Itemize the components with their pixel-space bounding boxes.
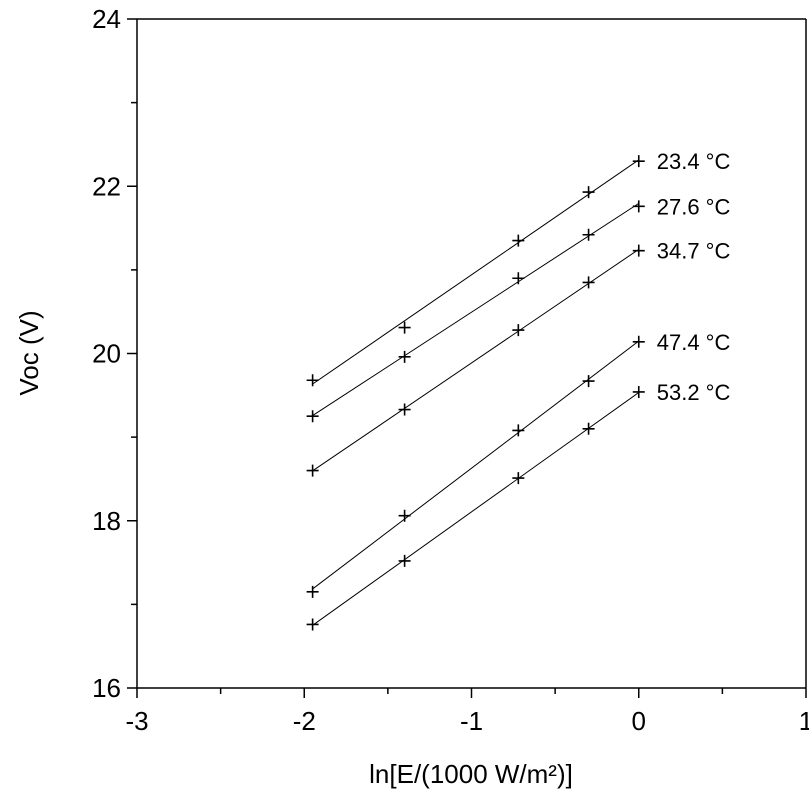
data-point xyxy=(306,585,319,598)
y-tick-label: 24 xyxy=(92,4,121,34)
data-point xyxy=(398,321,411,334)
x-tick-label: 1 xyxy=(799,706,809,736)
data-point xyxy=(306,464,319,477)
data-point xyxy=(306,410,319,423)
data-point xyxy=(512,424,525,437)
x-axis-title: ln[E/(1000 W/m²)] xyxy=(369,759,573,789)
data-point xyxy=(398,350,411,363)
series-label: 27.6 °C xyxy=(657,194,731,219)
axes: -3 -2 -1 0 1 16 18 20 22 24 xyxy=(92,4,809,736)
x-tick-label: 0 xyxy=(632,706,646,736)
y-tick-label: 18 xyxy=(92,506,121,536)
data-point xyxy=(582,422,595,435)
data-point xyxy=(582,228,595,241)
data-point xyxy=(512,472,525,485)
data-point xyxy=(632,385,645,398)
series-group: 23.4 °C 27.6 °C 34.7 °C 47.4 °C 53.2 °C xyxy=(306,149,731,631)
fit-line xyxy=(312,248,640,472)
series: 27.6 °C xyxy=(306,194,731,423)
data-point xyxy=(582,276,595,289)
series-label: 23.4 °C xyxy=(657,149,731,174)
data-point xyxy=(306,374,319,387)
series-label: 53.2 °C xyxy=(657,380,731,405)
fit-line xyxy=(312,340,640,590)
data-point xyxy=(306,618,319,631)
y-tick-label: 20 xyxy=(92,339,121,369)
data-point xyxy=(632,244,645,257)
data-point xyxy=(582,375,595,388)
data-point xyxy=(632,335,645,348)
series: 23.4 °C xyxy=(306,149,731,387)
data-point xyxy=(582,186,595,199)
data-point xyxy=(398,509,411,522)
y-tick-label: 16 xyxy=(92,673,121,703)
data-point xyxy=(398,554,411,567)
data-point xyxy=(512,324,525,337)
data-point xyxy=(632,200,645,213)
series-label: 47.4 °C xyxy=(657,330,731,355)
x-tick-label: -1 xyxy=(460,706,483,736)
data-point xyxy=(512,272,525,285)
data-point xyxy=(632,155,645,168)
x-tick-label: -3 xyxy=(125,706,148,736)
series-label: 34.7 °C xyxy=(657,239,731,264)
series: 53.2 °C xyxy=(306,380,731,631)
y-axis-title: Voc (V) xyxy=(14,310,44,395)
fit-line xyxy=(312,392,640,626)
fit-line xyxy=(312,202,640,416)
fit-line xyxy=(312,159,640,385)
data-point xyxy=(398,403,411,416)
data-point xyxy=(512,234,525,247)
series: 34.7 °C xyxy=(306,239,731,477)
x-tick-label: -2 xyxy=(293,706,316,736)
y-tick-label: 22 xyxy=(92,171,121,201)
series: 47.4 °C xyxy=(306,330,731,598)
